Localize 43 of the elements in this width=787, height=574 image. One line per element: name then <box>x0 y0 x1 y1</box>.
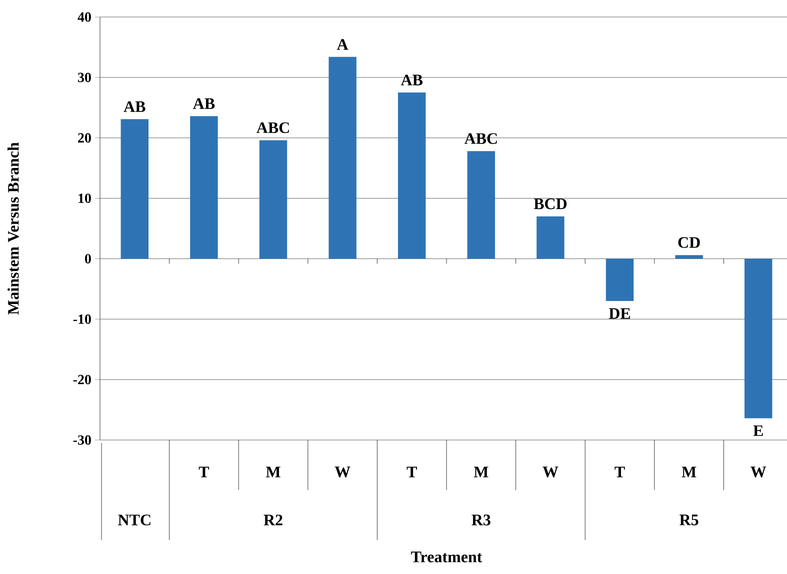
bar <box>190 116 218 259</box>
x-tick-label: M <box>266 466 280 478</box>
data-label: DE <box>608 308 630 319</box>
data-label: BCD <box>534 198 567 210</box>
x-tick-label: W <box>542 466 558 478</box>
y-tick-label: 40 <box>78 12 91 22</box>
data-label: E <box>753 425 763 436</box>
y-tick-label: -20 <box>73 374 91 384</box>
y-tick-label: 10 <box>78 194 91 204</box>
y-tick-label: -30 <box>73 435 91 445</box>
data-label: A <box>336 39 348 50</box>
data-label: ABC <box>464 133 497 144</box>
text: R5 <box>680 514 698 526</box>
bar <box>675 255 703 259</box>
x-tick-label: W <box>750 466 766 478</box>
x-axis-title: Treatment <box>411 552 482 562</box>
y-tick-label: 0 <box>85 254 91 264</box>
x-tick-label: W <box>334 466 350 478</box>
y-tick-label: -10 <box>73 314 91 324</box>
bar <box>259 140 288 259</box>
y-tick-label: 20 <box>78 133 91 143</box>
text: NTC <box>118 514 150 526</box>
data-label: CD <box>678 237 700 248</box>
bar <box>536 216 564 259</box>
data-label: AB <box>192 98 215 109</box>
bar <box>328 56 356 259</box>
bar <box>467 151 496 259</box>
bar <box>398 92 426 259</box>
data-label: AB <box>124 101 146 112</box>
y-tick-label: 30 <box>78 72 91 82</box>
data-label: ABC <box>256 122 289 134</box>
data-label: AB <box>400 74 423 86</box>
x-tick-label: T <box>614 466 625 478</box>
x-tick-label: M <box>474 466 488 478</box>
bar <box>606 258 634 302</box>
x-tick-label: T <box>198 466 210 478</box>
x-tick-label: M <box>682 466 696 478</box>
bar <box>120 119 149 259</box>
y-axis-title: Mainstem Versus Branch <box>8 142 19 315</box>
bar <box>744 258 772 418</box>
x-tick-label: T <box>406 466 417 478</box>
text: R3 <box>472 514 490 526</box>
text: R2 <box>264 514 282 526</box>
